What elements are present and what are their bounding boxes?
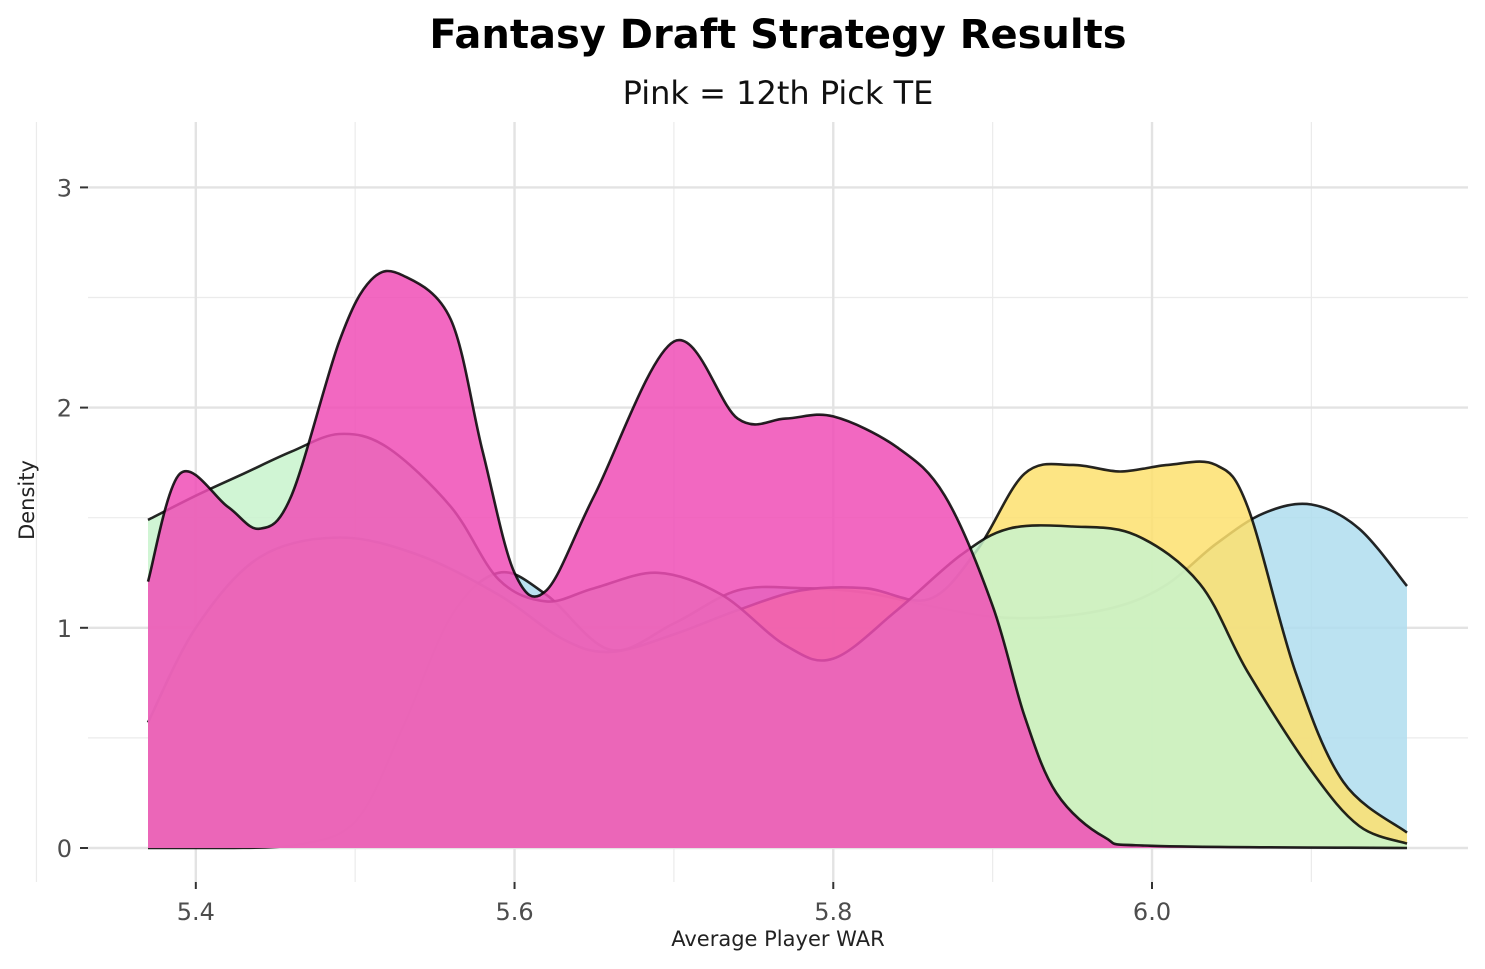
density-series-4: [146, 269, 1408, 850]
y-tick-label: 2: [57, 395, 72, 423]
y-tick-label: 0: [57, 835, 72, 863]
x-tick-label: 6.0: [1133, 898, 1171, 926]
x-tick-label: 5.8: [814, 898, 852, 926]
chart-title: Fantasy Draft Strategy Results: [429, 12, 1126, 58]
x-axis-tick-labels: 5.4 5.6 5.8 6.0: [177, 898, 1171, 926]
axis-ticks: [80, 186, 1154, 889]
density-area-4: [148, 270, 1407, 849]
y-tick-label: 1: [57, 615, 72, 643]
y-axis-title: Density: [15, 460, 39, 540]
x-tick-label: 5.6: [495, 898, 533, 926]
chart-subtitle: Pink = 12th Pick TE: [623, 74, 934, 112]
x-axis-title: Average Player WAR: [671, 927, 885, 951]
density-line-4: [146, 269, 1408, 850]
density-series: [146, 269, 1408, 850]
y-axis-tick-labels: 0 1 2 3: [57, 174, 72, 863]
y-tick-label: 3: [57, 174, 72, 202]
x-tick-label: 5.4: [177, 898, 215, 926]
